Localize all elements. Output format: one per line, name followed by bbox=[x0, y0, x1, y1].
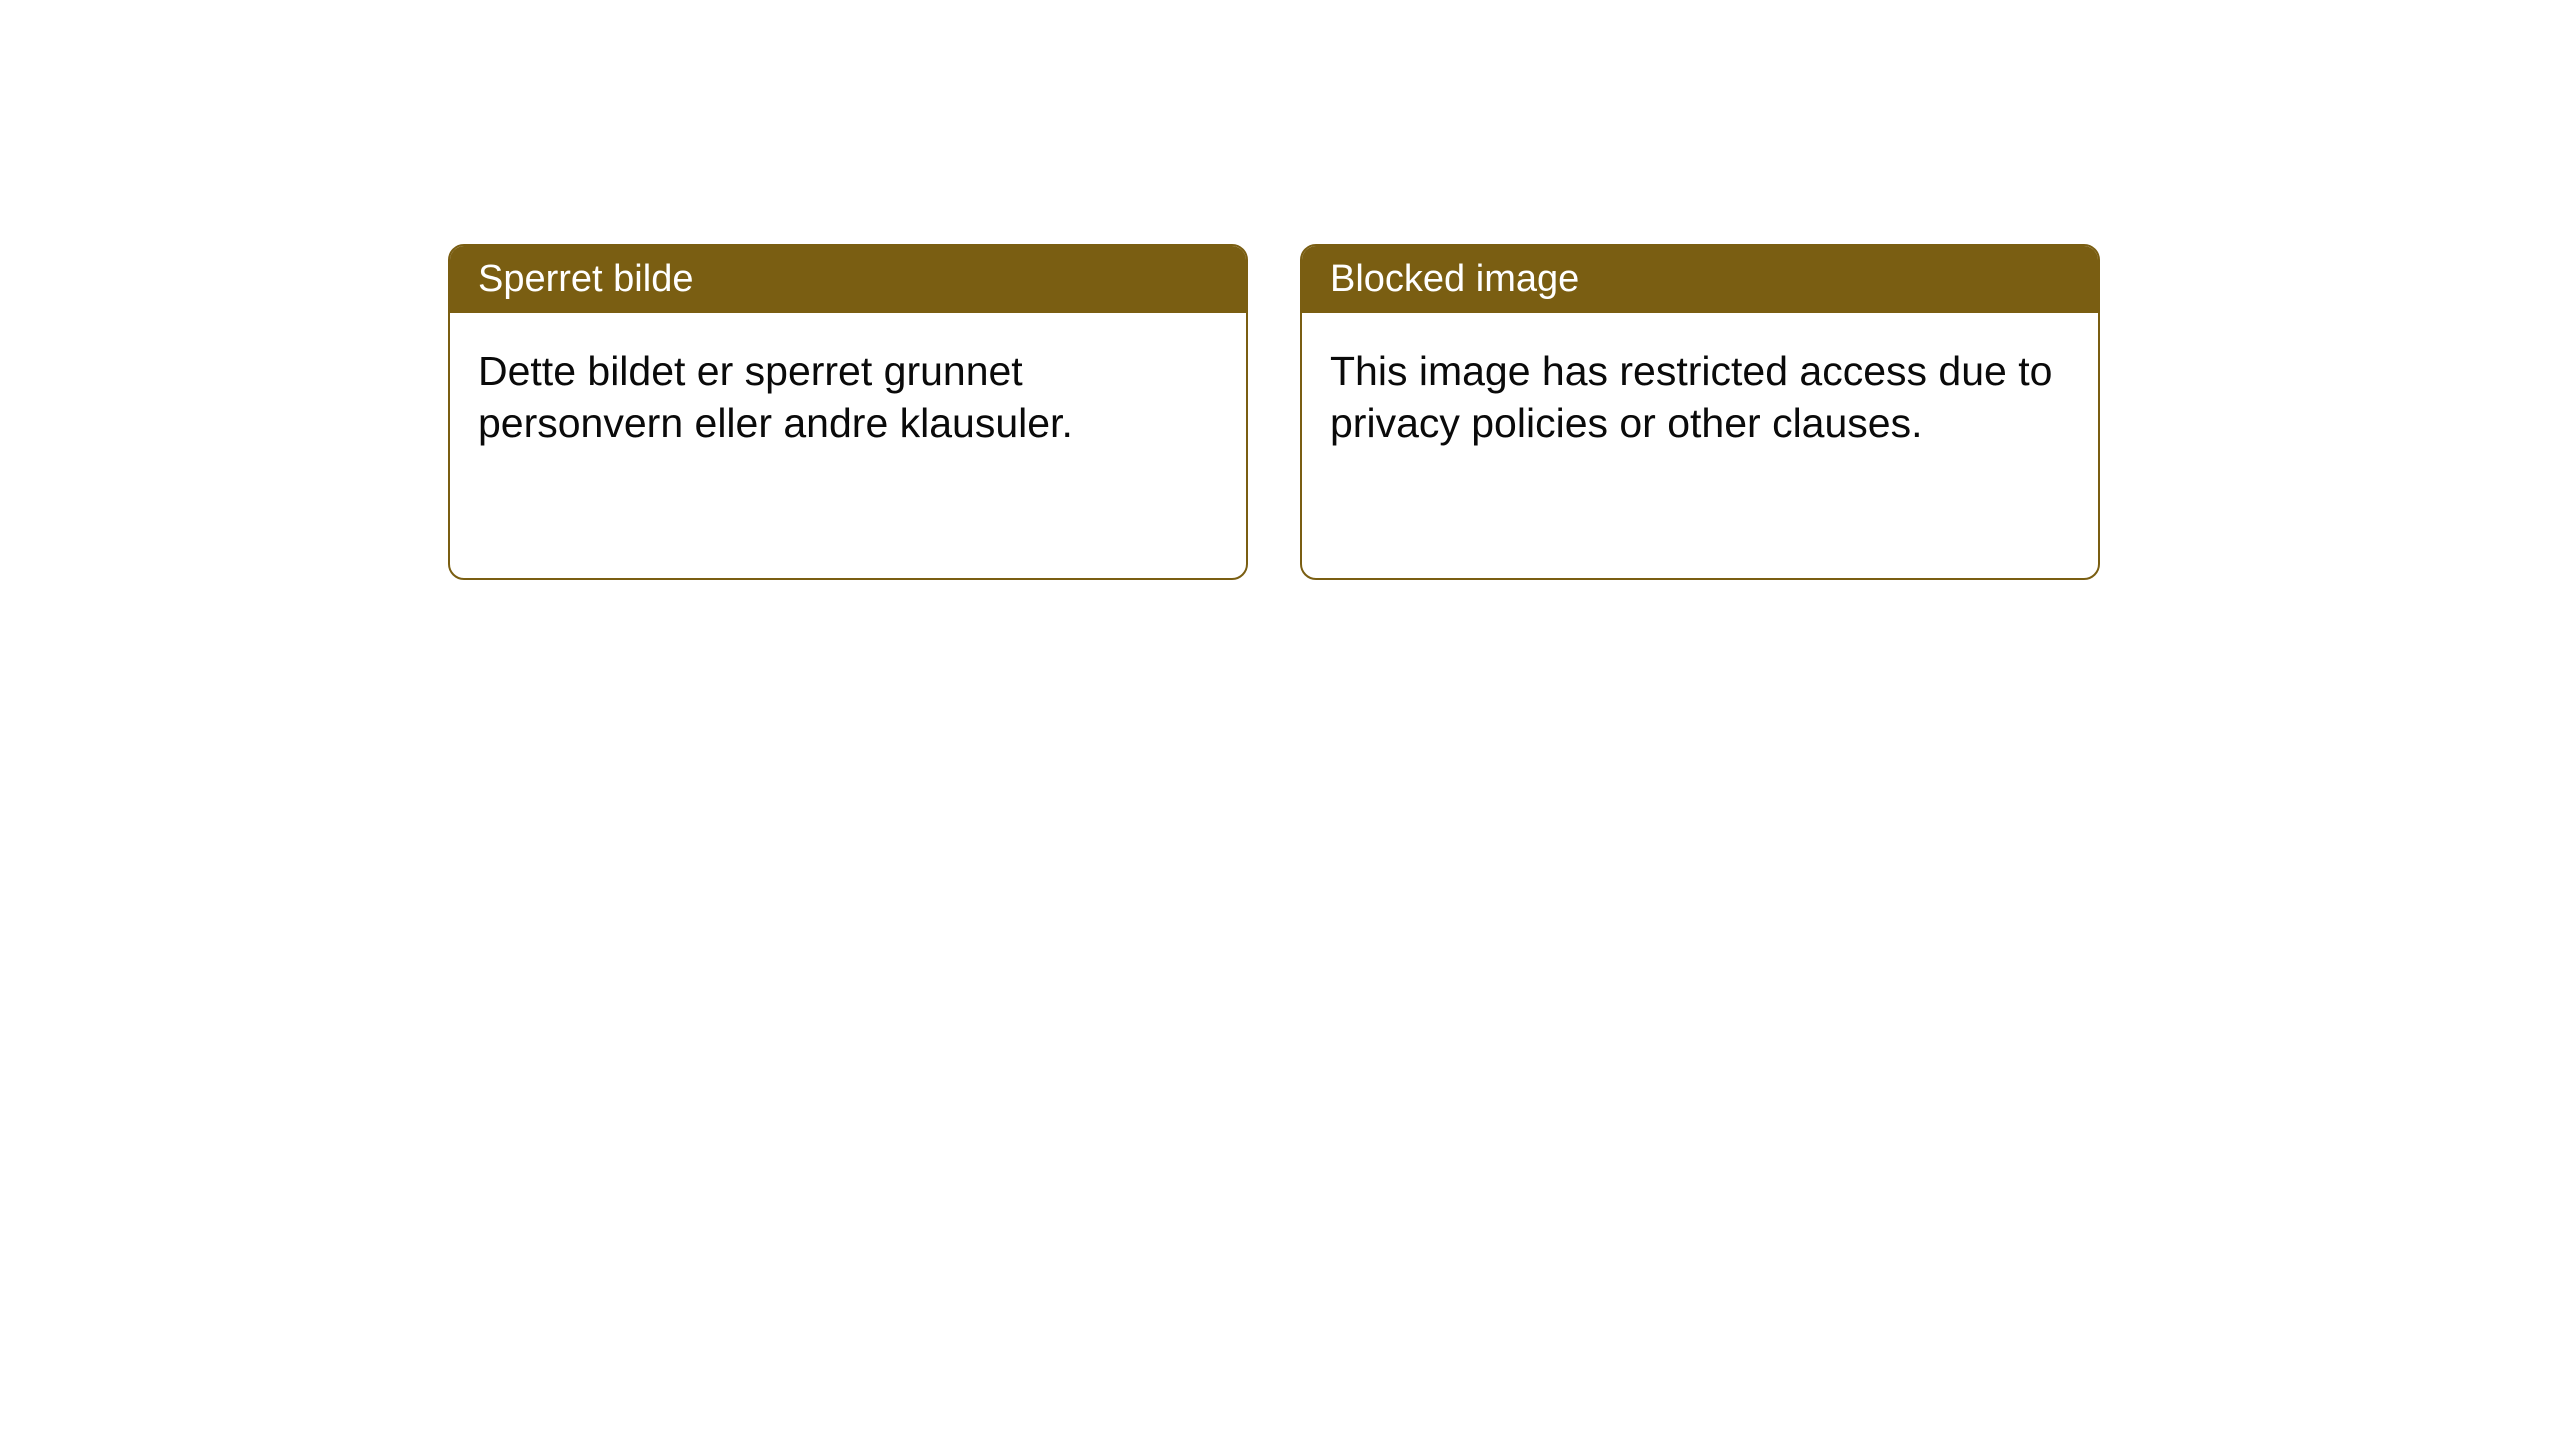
card-body-text: Dette bildet er sperret grunnet personve… bbox=[478, 348, 1073, 446]
card-body: This image has restricted access due to … bbox=[1302, 313, 2098, 482]
card-body: Dette bildet er sperret grunnet personve… bbox=[450, 313, 1246, 482]
notice-cards-container: Sperret bilde Dette bildet er sperret gr… bbox=[448, 244, 2100, 580]
notice-card-english: Blocked image This image has restricted … bbox=[1300, 244, 2100, 580]
card-header: Sperret bilde bbox=[450, 246, 1246, 313]
notice-card-norwegian: Sperret bilde Dette bildet er sperret gr… bbox=[448, 244, 1248, 580]
card-header-text: Blocked image bbox=[1330, 258, 1579, 300]
card-header-text: Sperret bilde bbox=[478, 258, 693, 300]
card-body-text: This image has restricted access due to … bbox=[1330, 348, 2052, 446]
card-header: Blocked image bbox=[1302, 246, 2098, 313]
